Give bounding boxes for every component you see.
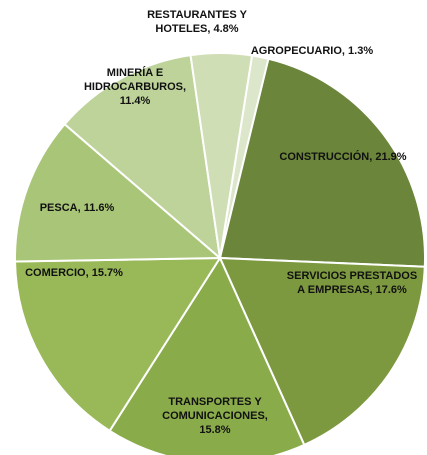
category-label: AGROPECUARIO xyxy=(251,45,348,57)
slice-label: MINERÍA E HIDROCARBUROS 11.4% xyxy=(80,66,190,108)
pie-slice xyxy=(14,256,222,433)
pie-slice xyxy=(218,57,426,268)
value-label: 11.6% xyxy=(83,202,115,214)
value-label: 15.7% xyxy=(91,267,123,279)
slice-label: RESTAURANTES Y HOTELES4.8% xyxy=(141,8,253,36)
category-label: COMERCIO xyxy=(25,267,92,279)
category-label: TRANSPORTES Y COMUNICACIONES xyxy=(162,396,268,422)
pie-slice xyxy=(63,53,222,261)
pie-slice xyxy=(108,255,306,455)
value-label: 11.4% xyxy=(119,95,151,107)
pie-slice xyxy=(189,52,254,259)
category-label: MINERÍA E HIDROCARBUROS xyxy=(84,67,186,93)
slice-label: CONSTRUCCIÓN21.9% xyxy=(268,150,418,164)
value-label: 17.6% xyxy=(375,284,407,296)
slice-label: SERVICIOS PRESTADOS A EMPRESAS17.6% xyxy=(285,269,420,297)
value-label: 21.9% xyxy=(375,151,407,163)
category-label: PESCA xyxy=(40,202,84,214)
pie-slice xyxy=(218,256,426,447)
pie-slice xyxy=(14,122,223,263)
slice-label: TRANSPORTES Y COMUNICACIONES 15.8% xyxy=(156,395,274,437)
value-label: 15.8% xyxy=(199,424,231,436)
value-label: 1.3% xyxy=(348,45,374,57)
slice-label: PESCA11.6% xyxy=(22,201,132,215)
value-label: 4.8% xyxy=(213,23,239,35)
slice-label: AGROPECUARIO1.3% xyxy=(242,44,382,58)
slice-label: COMERCIO15.7% xyxy=(14,266,134,280)
category-label: CONSTRUCCIÓN xyxy=(279,151,375,163)
